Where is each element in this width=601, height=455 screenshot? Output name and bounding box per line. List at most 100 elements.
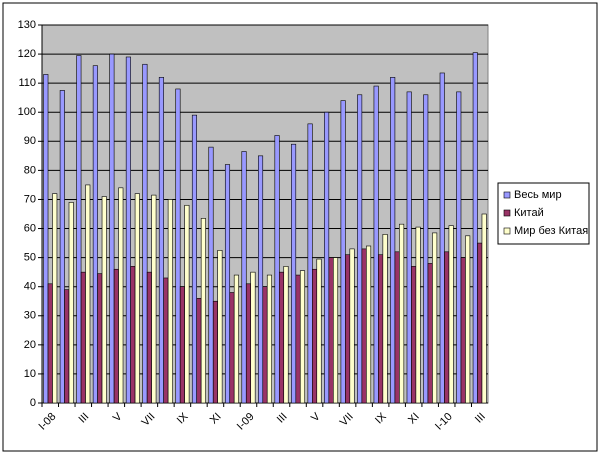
bar xyxy=(184,204,190,404)
bar xyxy=(113,268,119,404)
y-tick-label: 50 xyxy=(24,252,36,264)
bar xyxy=(340,100,346,404)
bar xyxy=(361,248,367,404)
y-tick-label: 70 xyxy=(24,193,36,205)
bar xyxy=(229,292,235,404)
bar xyxy=(92,65,98,404)
bar xyxy=(283,266,289,404)
bar xyxy=(258,155,264,404)
bar xyxy=(299,270,306,404)
bar xyxy=(415,226,421,404)
bar xyxy=(68,202,74,404)
y-tick-label: 80 xyxy=(24,164,36,176)
bar xyxy=(278,271,285,404)
legend-label: Весь мир xyxy=(514,189,562,201)
bar xyxy=(118,187,124,404)
bar xyxy=(444,251,450,404)
bar xyxy=(208,146,214,404)
bar xyxy=(163,277,169,404)
bar xyxy=(97,273,103,404)
bar xyxy=(316,258,322,404)
legend xyxy=(497,182,590,245)
bar xyxy=(406,91,412,404)
bar xyxy=(378,254,384,404)
bar xyxy=(47,283,53,404)
bar xyxy=(167,199,173,404)
y-tick-label: 60 xyxy=(24,222,36,234)
bar xyxy=(427,263,433,404)
bar xyxy=(217,250,223,404)
bar xyxy=(101,196,107,404)
bar xyxy=(432,232,438,404)
bar xyxy=(241,151,247,404)
bar xyxy=(142,63,148,404)
y-tick-label: 20 xyxy=(24,339,36,351)
y-tick-label: 130 xyxy=(18,19,36,31)
bar xyxy=(349,248,355,404)
bar xyxy=(390,77,396,404)
bar xyxy=(43,74,49,404)
bar xyxy=(179,286,185,404)
legend-label: Китай xyxy=(514,207,544,219)
y-tick-label: 120 xyxy=(18,48,36,60)
y-tick-label: 0 xyxy=(30,397,36,409)
y-tick-label: 110 xyxy=(18,77,36,89)
bar xyxy=(423,94,429,404)
y-tick-label: 90 xyxy=(24,135,36,147)
y-tick-label: 100 xyxy=(18,106,36,118)
bar xyxy=(274,135,280,404)
y-tick-label: 10 xyxy=(24,368,36,380)
bar xyxy=(481,213,487,404)
bar xyxy=(394,251,400,404)
bar xyxy=(312,268,318,404)
bar xyxy=(456,91,462,404)
bar xyxy=(134,193,140,404)
bar xyxy=(448,225,454,404)
bar xyxy=(76,55,82,404)
bar xyxy=(262,286,268,404)
legend-swatch xyxy=(503,191,511,199)
bar xyxy=(85,184,91,404)
bar xyxy=(472,52,478,404)
bar xyxy=(399,223,405,404)
bar xyxy=(411,266,417,404)
y-tick-label: 40 xyxy=(24,281,36,293)
y-tick-label: 30 xyxy=(24,310,36,322)
bar xyxy=(333,257,339,404)
bar xyxy=(345,254,351,404)
bar xyxy=(151,194,157,404)
bar xyxy=(125,56,131,404)
bar xyxy=(266,274,272,404)
legend-swatch xyxy=(503,227,511,235)
bar xyxy=(196,298,202,404)
legend-swatch xyxy=(503,209,511,217)
bar xyxy=(477,242,483,404)
bar xyxy=(307,123,313,404)
bar xyxy=(146,271,152,404)
bar xyxy=(324,111,330,404)
bar xyxy=(357,94,363,404)
bar xyxy=(52,193,58,404)
bar xyxy=(245,283,252,404)
bar xyxy=(233,274,239,404)
bar xyxy=(291,143,297,404)
bar xyxy=(59,90,65,404)
bar xyxy=(191,114,197,404)
bar xyxy=(200,218,206,404)
bar xyxy=(382,234,388,404)
bar xyxy=(366,245,372,404)
bar xyxy=(460,257,466,404)
bar xyxy=(250,271,256,404)
bar xyxy=(109,53,115,404)
bar xyxy=(212,300,218,404)
bar xyxy=(224,164,231,404)
bar xyxy=(465,235,471,404)
bar xyxy=(439,72,445,404)
bar xyxy=(295,274,301,404)
bar xyxy=(80,271,86,404)
bar xyxy=(130,266,136,404)
bar xyxy=(328,257,334,404)
bar xyxy=(175,88,181,404)
bar xyxy=(373,85,379,404)
